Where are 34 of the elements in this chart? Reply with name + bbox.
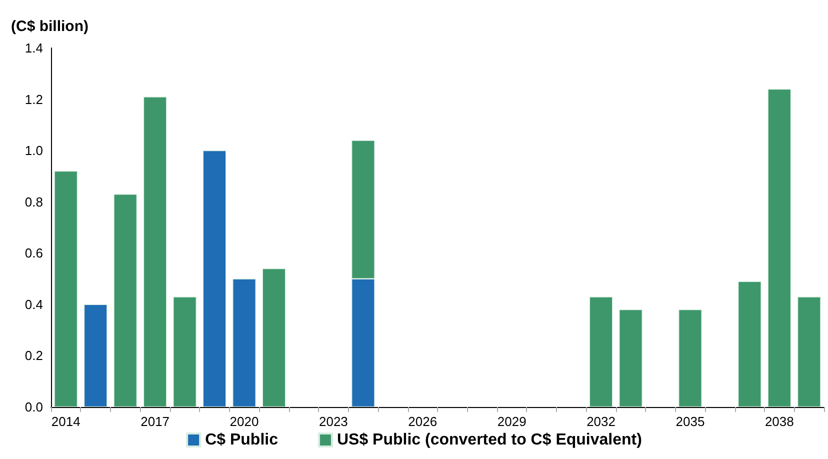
y-tick-label: 0.4 <box>24 296 43 312</box>
bar <box>143 96 167 407</box>
x-tick-label: 2026 <box>408 414 438 429</box>
bar <box>54 171 78 407</box>
bar <box>738 281 762 407</box>
bar <box>202 150 226 407</box>
legend-label: C$ Public <box>205 432 278 448</box>
x-tick-label: 2032 <box>586 414 616 429</box>
x-tick-label: 2038 <box>764 414 794 429</box>
bar <box>589 296 613 407</box>
y-tick-label: 0.6 <box>24 246 43 261</box>
x-tick-label: 2029 <box>497 414 526 429</box>
bar <box>262 268 286 407</box>
bar <box>768 89 791 407</box>
x-tick-label: 2035 <box>676 414 705 429</box>
bar <box>232 278 256 407</box>
y-axis-title: (C$ billion) <box>11 18 88 35</box>
bar <box>84 304 108 407</box>
x-tick-label: 2020 <box>230 414 259 429</box>
bar <box>619 310 642 407</box>
y-tick-label: 0.8 <box>24 194 43 210</box>
y-tick-label: 0.2 <box>24 348 43 364</box>
bar <box>678 310 702 407</box>
x-tick-label: 2014 <box>51 414 80 429</box>
y-tick-label: 1.2 <box>24 92 43 107</box>
y-tick-label: 1.4 <box>24 40 43 56</box>
x-tick-label: 2023 <box>318 414 348 429</box>
bar <box>114 194 137 407</box>
legend-label: US$ Public (converted to C$ Equivalent) <box>336 432 642 448</box>
bar <box>173 296 196 407</box>
y-tick-label: 0.0 <box>24 400 43 414</box>
bar <box>798 296 821 407</box>
y-tick-label: 1.0 <box>24 143 43 158</box>
x-tick-label: 2017 <box>140 414 170 429</box>
